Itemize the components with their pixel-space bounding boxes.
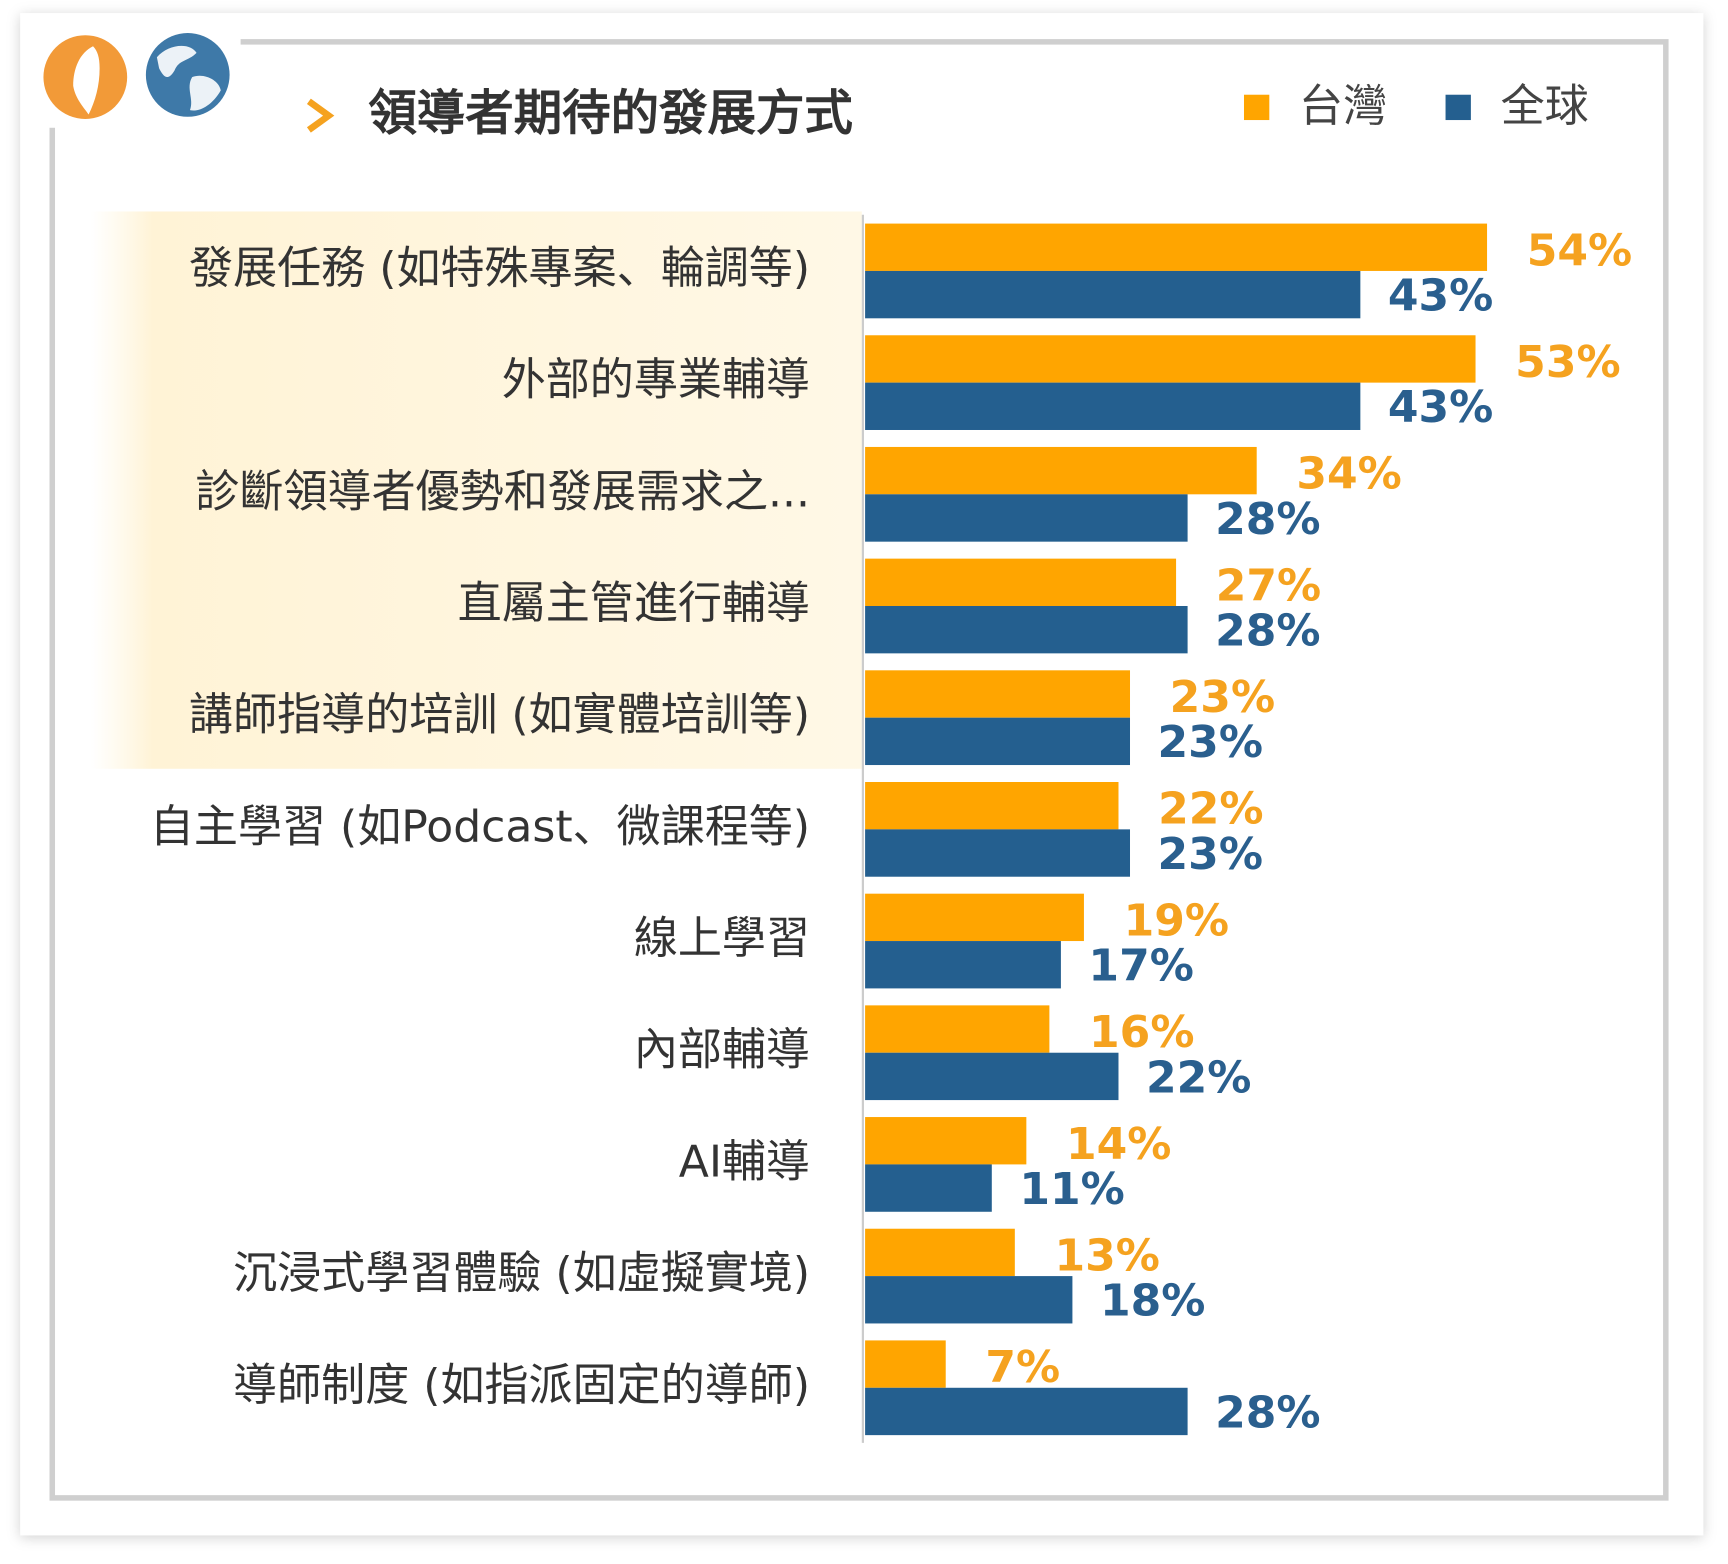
value-label: 34% (1296, 449, 1401, 500)
category-label: 導師制度 (如指派固定的導師) (233, 1360, 810, 1411)
bar (865, 335, 1476, 383)
bar (865, 1228, 1015, 1277)
value-label: 22% (1146, 1052, 1251, 1103)
value-label: 11% (1019, 1164, 1124, 1215)
bar (865, 941, 1061, 989)
value-label: 27% (1216, 560, 1321, 611)
bar (865, 223, 1488, 271)
bar (865, 1164, 992, 1212)
bar (865, 1276, 1073, 1324)
category-label: 外部的專業輔導 (502, 355, 810, 406)
highlight-band (90, 211, 862, 769)
bar (865, 270, 1361, 319)
bar (865, 558, 1177, 606)
bar (865, 829, 1131, 877)
category-label: 內部輔導 (634, 1025, 810, 1076)
bar (865, 446, 1257, 495)
value-label: 17% (1088, 941, 1193, 992)
value-label: 43% (1388, 270, 1493, 321)
value-label: 18% (1100, 1276, 1205, 1327)
legend-label: 全球 (1501, 81, 1589, 132)
category-label: 沉浸式學習體驗 (如虛擬實境) (233, 1248, 810, 1299)
bar (865, 1005, 1050, 1053)
bar (865, 1340, 946, 1388)
value-label: 28% (1215, 606, 1320, 657)
value-label: 13% (1054, 1230, 1159, 1281)
bar (865, 717, 1131, 766)
bar (865, 1052, 1119, 1101)
category-label: 診斷領導者優勢和發展需求之... (195, 466, 810, 517)
legend-label: 台灣 (1299, 81, 1387, 132)
value-label: 23% (1170, 672, 1275, 723)
category-label: 發展任務 (如特殊專案、輪調等) (189, 243, 810, 294)
value-label: 16% (1089, 1007, 1194, 1058)
globe-icon (145, 33, 230, 117)
legend-swatch (1243, 94, 1270, 121)
legend-swatch (1445, 94, 1471, 121)
chart-title: 領導者期待的發展方式 (368, 86, 853, 142)
value-label: 28% (1215, 1387, 1320, 1438)
category-label: 直屬主管進行輔導 (458, 578, 810, 629)
value-label: 54% (1527, 225, 1632, 276)
value-label: 7% (985, 1342, 1060, 1393)
value-label: 14% (1066, 1119, 1171, 1170)
category-label: 講師指導的培訓 (如實體培訓等) (189, 690, 810, 741)
value-label: 23% (1158, 829, 1263, 880)
category-label: 自主學習 (如Podcast、微課程等) (150, 801, 810, 852)
bar (865, 382, 1361, 430)
frame (49, 39, 1669, 1501)
bar (865, 782, 1119, 830)
title-chevron (306, 98, 335, 133)
value-label: 53% (1515, 337, 1620, 388)
category-label: 線上學習 (634, 913, 810, 964)
value-label: 23% (1158, 717, 1263, 768)
bar (865, 1387, 1188, 1436)
value-label: 43% (1388, 382, 1493, 433)
bar (865, 605, 1188, 654)
category-label: AI輔導 (679, 1136, 810, 1187)
value-label: 19% (1124, 895, 1229, 946)
value-label: 22% (1158, 784, 1263, 835)
bar (865, 1117, 1027, 1165)
bar (865, 494, 1188, 542)
value-label: 28% (1215, 494, 1320, 545)
bar (865, 893, 1084, 942)
taiwan-shape (73, 46, 100, 115)
bar (865, 670, 1131, 718)
globe-shape (156, 45, 221, 111)
